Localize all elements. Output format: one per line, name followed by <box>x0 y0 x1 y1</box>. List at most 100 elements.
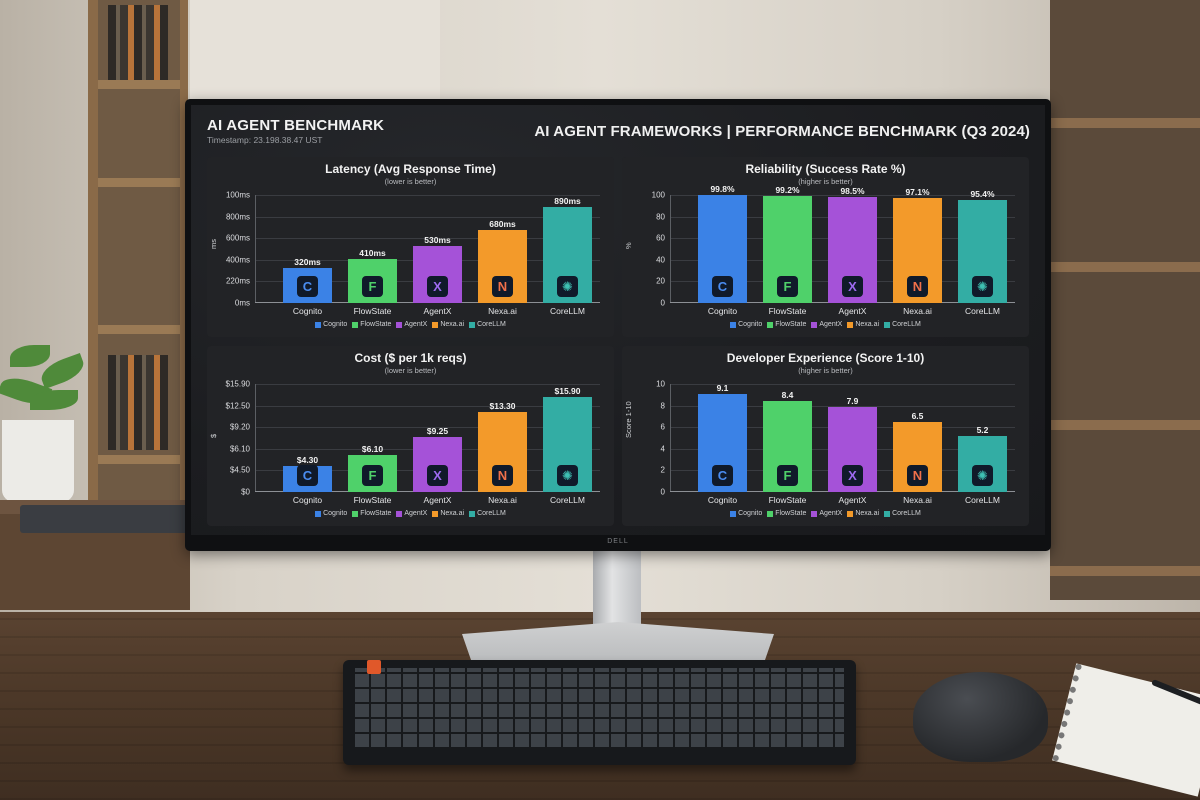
legend-swatch <box>847 510 854 517</box>
legend-label: CoreLLM <box>477 510 506 517</box>
legend-swatch <box>352 510 359 517</box>
bar-agentx[interactable]: X <box>828 406 877 492</box>
legend-item[interactable]: AgentX <box>396 321 427 328</box>
legend-item[interactable]: FlowState <box>352 510 391 517</box>
legend-swatch <box>730 321 737 328</box>
y-tick-label: $6.10 <box>229 444 250 454</box>
bar-nexaai[interactable]: N <box>478 412 527 492</box>
bar-corellm[interactable]: ✺ <box>543 206 592 303</box>
mouse[interactable] <box>913 672 1048 762</box>
x-category-label: Cognito <box>292 495 323 505</box>
x-category-label: Nexa.ai <box>903 495 932 505</box>
gridline <box>255 427 600 429</box>
y-tick-label: $0 <box>241 487 250 497</box>
bar-cognito[interactable]: C <box>698 393 747 492</box>
legend-item[interactable]: Nexa.ai <box>847 321 879 328</box>
bar-flowstate[interactable]: F <box>763 401 812 492</box>
legend-item[interactable]: Nexa.ai <box>432 510 464 517</box>
legend-label: Cognito <box>323 510 348 517</box>
legend-swatch <box>352 321 359 328</box>
legend-item[interactable]: Cognito <box>315 510 347 517</box>
chart-legend: Cognito FlowState AgentX Nexa.ai CoreLLM <box>622 510 1029 517</box>
legend-item[interactable]: CoreLLM <box>884 321 921 328</box>
n-logo-icon: N <box>492 465 513 486</box>
bar-value-label: $15.90 <box>554 385 581 396</box>
bar-nexaai[interactable]: N <box>893 421 942 492</box>
monitor-brand-logo: DELL <box>607 538 629 545</box>
legend-item[interactable]: Cognito <box>730 321 762 328</box>
bar-nexaai[interactable]: N <box>478 229 527 303</box>
bar-agentx[interactable]: X <box>828 196 877 303</box>
legend-label: AgentX <box>819 510 843 517</box>
legend-label: AgentX <box>404 321 428 328</box>
legend-label: FlowState <box>775 321 807 328</box>
bar-cognito[interactable]: C <box>283 268 332 303</box>
x-category-label: Nexa.ai <box>488 495 517 505</box>
bar-flowstate[interactable]: F <box>763 195 812 303</box>
chart-panel-cost: Cost ($ per 1k reqs) (lower is better) $ $0… <box>207 346 614 526</box>
n-logo-icon: N <box>907 276 928 297</box>
bar-agentx[interactable]: X <box>413 436 462 492</box>
legend-swatch <box>811 321 818 328</box>
y-axis-label: $ <box>209 433 218 438</box>
bar-flowstate[interactable]: F <box>348 258 397 303</box>
bar-nexaai[interactable]: N <box>893 198 942 303</box>
legend-item[interactable]: CoreLLM <box>469 510 506 517</box>
legend-item[interactable]: FlowState <box>767 321 806 328</box>
chart-subtitle: (lower is better) <box>384 177 437 186</box>
x-category-label: FlowState <box>768 495 807 505</box>
legend-item[interactable]: FlowState <box>767 510 806 517</box>
plot-area: 0 2 4 6 8 10 C 9.1 F 8.4 X 7.9 N 6.5 ✺ 5.2 <box>656 380 1015 497</box>
n-logo-icon: N <box>907 465 928 486</box>
legend-label: Nexa.ai <box>855 510 880 517</box>
bar-value-label: $6.10 <box>361 444 384 455</box>
legend-item[interactable]: Cognito <box>730 510 762 517</box>
y-tick-label: 600ms <box>225 233 250 243</box>
legend-swatch <box>767 321 774 328</box>
chart-title: Cost ($ per 1k reqs) <box>354 351 467 365</box>
legend-label: CoreLLM <box>892 321 921 328</box>
y-tick-label: $12.50 <box>225 401 250 411</box>
bar-corellm[interactable]: ✺ <box>958 435 1007 492</box>
legend-item[interactable]: AgentX <box>396 510 427 517</box>
keyboard[interactable] <box>343 660 856 765</box>
bar-value-label: $9.25 <box>426 425 449 436</box>
bar-value-label: 6.5 <box>911 410 924 421</box>
bar-value-label: 97.1% <box>905 187 930 198</box>
legend-item[interactable]: CoreLLM <box>469 321 506 328</box>
legend-label: CoreLLM <box>477 321 506 328</box>
x-category-label: AgentX <box>838 495 867 505</box>
legend-item[interactable]: Nexa.ai <box>847 510 879 517</box>
monitor: AI AGENT BENCHMARK Timestamp: 23.198.38.… <box>185 99 1051 551</box>
bar-value-label: 9.1 <box>716 382 729 393</box>
bar-agentx[interactable]: X <box>413 245 462 303</box>
x-category-label: CoreLLM <box>965 306 1000 316</box>
legend-swatch <box>847 321 854 328</box>
x-category-label: Cognito <box>707 306 738 316</box>
legend-item[interactable]: AgentX <box>811 321 842 328</box>
chart-title: Latency (Avg Response Time) <box>325 162 496 176</box>
bar-cognito[interactable]: C <box>283 465 332 492</box>
y-axis-line <box>670 195 671 303</box>
f-logo-icon: F <box>777 276 798 297</box>
bar-value-label: 680ms <box>489 218 516 229</box>
legend-item[interactable]: Nexa.ai <box>432 321 464 328</box>
dashboard-title: AI AGENT FRAMEWORKS | PERFORMANCE BENCHM… <box>534 123 1030 140</box>
y-tick-label: 20 <box>656 276 665 286</box>
chart-panel-reliability: Reliability (Success Rate %) (higher is b… <box>622 157 1029 337</box>
legend-item[interactable]: FlowState <box>352 321 391 328</box>
x-category-label: CoreLLM <box>965 495 1000 505</box>
legend-item[interactable]: Cognito <box>315 321 347 328</box>
legend-swatch <box>432 510 439 517</box>
chart-legend: Cognito FlowState AgentX Nexa.ai CoreLLM <box>207 510 614 517</box>
bar-cognito[interactable]: C <box>698 195 747 303</box>
y-tick-label: $4.50 <box>229 465 250 475</box>
bar-flowstate[interactable]: F <box>348 455 397 492</box>
legend-item[interactable]: AgentX <box>811 510 842 517</box>
chart-panel-latency: Latency (Avg Response Time) (lower is bet… <box>207 157 614 337</box>
timestamp: Timestamp: 23.198.38.47 UST <box>207 135 323 145</box>
escape-key[interactable] <box>367 660 381 674</box>
legend-item[interactable]: CoreLLM <box>884 510 921 517</box>
bar-corellm[interactable]: ✺ <box>958 199 1007 303</box>
bar-corellm[interactable]: ✺ <box>543 396 592 492</box>
